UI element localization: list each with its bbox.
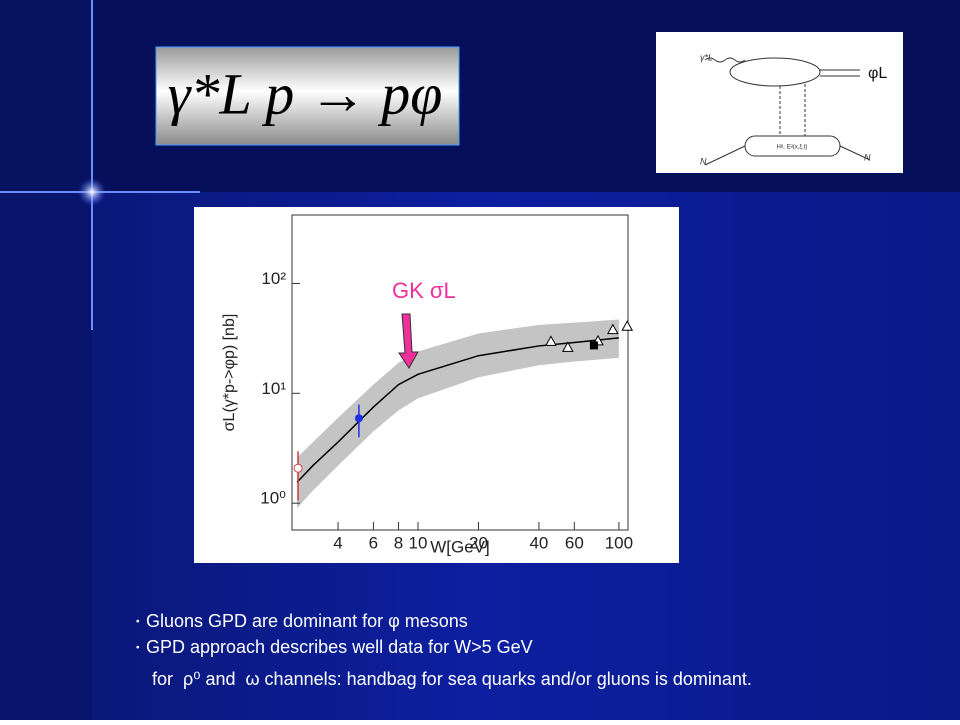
diagram-label: N (864, 152, 871, 162)
bullet: for ρ⁰ and ω channels: handbag for sea q… (152, 669, 752, 689)
x-axis-label: W[GeV] (430, 537, 490, 556)
x-tick-label: 10 (409, 533, 428, 552)
x-tick-label: 8 (394, 533, 403, 552)
formula: γ*L p → pφ (168, 61, 443, 126)
diagram (704, 57, 871, 166)
y-axis-label: σL(γ*p->φp) [nb] (221, 314, 238, 432)
diagram-label: N (700, 156, 707, 166)
flare (78, 178, 106, 206)
point (561, 341, 574, 352)
x-tick-label: 60 (565, 533, 584, 552)
annotation: GK σL (392, 278, 456, 303)
diagram-label: φL (868, 65, 887, 82)
x-tick-label: 20 (469, 533, 488, 552)
diagram-label: Hᵍ, Eᵍ(x,ξ,t) (777, 145, 808, 151)
bullet: Gluons GPD are dominant for φ mesons (146, 611, 468, 631)
curve (296, 337, 619, 483)
band (297, 319, 619, 509)
point (589, 341, 598, 350)
annotation-arrow (398, 313, 419, 369)
point (621, 320, 634, 331)
photon-line (704, 57, 746, 63)
nucleon-line (704, 145, 746, 166)
point (354, 414, 363, 423)
formula-box (155, 46, 460, 146)
blob (729, 57, 821, 87)
bullet: GPD approach describes well data for W>5… (146, 637, 533, 657)
nucleon-line (839, 145, 871, 161)
y-tick-label: 10² (261, 269, 286, 288)
plot-frame (291, 214, 629, 531)
bullet-dot: • (136, 617, 140, 628)
gluon (779, 84, 806, 136)
point (545, 335, 557, 346)
y-tick-label: 10⁰ (260, 489, 286, 508)
x-tick-label: 6 (369, 533, 378, 552)
bullet-dot: • (136, 643, 140, 654)
x-tick-label: 100 (605, 533, 633, 552)
point (606, 323, 619, 335)
y-tick-label: 10¹ (261, 379, 286, 398)
diagram-label: γ*L (700, 52, 713, 62)
x-tick-label: 4 (333, 533, 342, 552)
chart: 4 6 8 10 20 40 60 100 10⁰ 10¹ 10² W[GeV] σL(γ*p->φp)… (221, 214, 634, 556)
x-tick-label: 40 (529, 533, 548, 552)
point (293, 463, 303, 473)
left-band (0, 0, 92, 720)
bullets: • Gluons GPD are dominant for φ mesons •… (136, 611, 752, 689)
